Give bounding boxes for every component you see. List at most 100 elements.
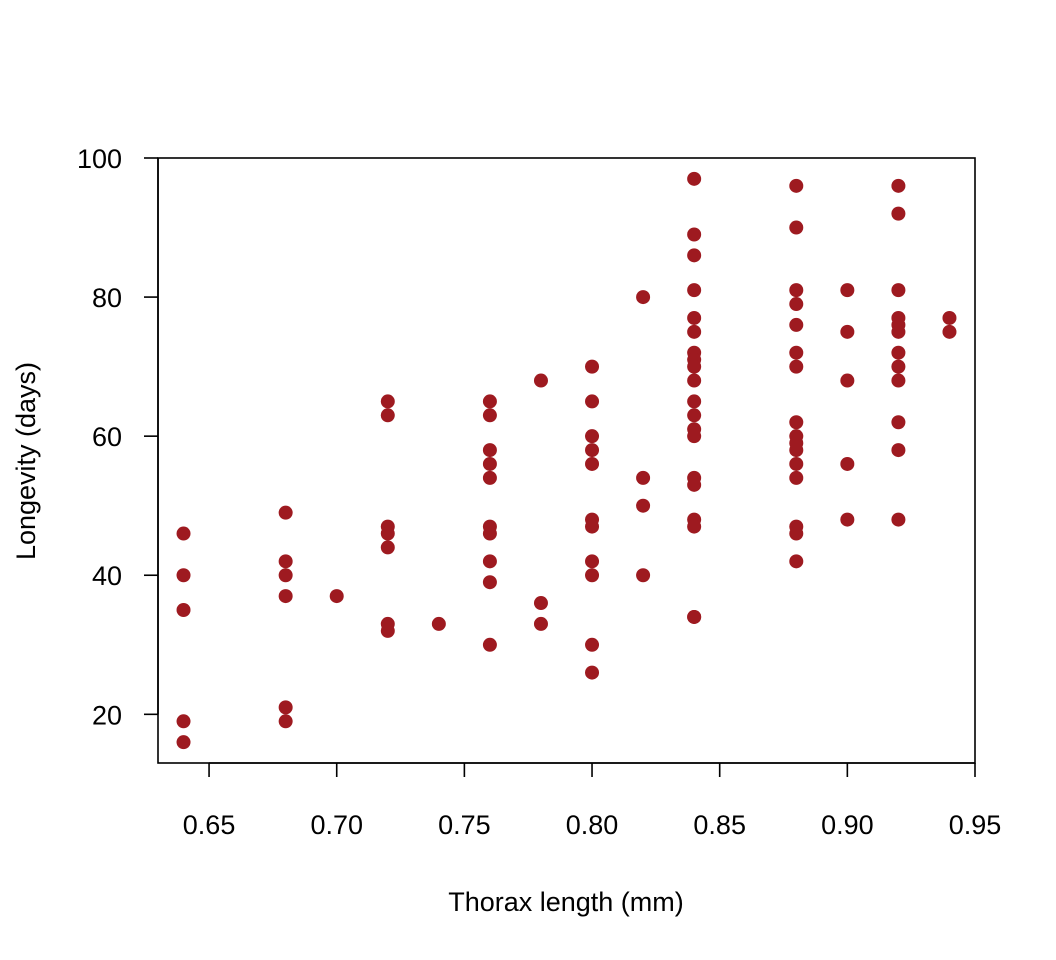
data-point — [431, 616, 446, 631]
data-point — [942, 324, 957, 339]
data-point — [891, 324, 906, 339]
data-point — [533, 373, 548, 388]
data-point — [687, 310, 702, 325]
data-point — [891, 512, 906, 527]
data-point — [687, 171, 702, 186]
data-point — [482, 408, 497, 423]
data-point — [891, 373, 906, 388]
data-point — [840, 512, 855, 527]
y-tick-label: 20 — [92, 700, 122, 730]
x-axis: 0.65 0.70 0.75 0.80 0.85 0.90 0.95 — [183, 762, 1002, 840]
data-point — [942, 310, 957, 325]
y-tick-label: 100 — [77, 144, 122, 174]
x-tick-label: 0.75 — [438, 810, 491, 840]
data-point — [789, 178, 804, 193]
data-point — [278, 554, 293, 569]
data-point — [482, 443, 497, 458]
data-point — [891, 415, 906, 430]
data-point — [636, 568, 651, 583]
data-point — [687, 373, 702, 388]
data-point — [380, 526, 395, 541]
data-point — [891, 178, 906, 193]
data-point — [789, 359, 804, 374]
data-point — [789, 443, 804, 458]
data-point — [789, 456, 804, 471]
data-point — [585, 637, 600, 652]
data-point — [482, 526, 497, 541]
x-axis-title: Thorax length (mm) — [448, 887, 684, 917]
data-point — [789, 470, 804, 485]
data-points — [176, 171, 957, 750]
data-point — [789, 283, 804, 298]
data-point — [585, 554, 600, 569]
data-point — [789, 297, 804, 312]
data-point — [278, 700, 293, 715]
data-point — [585, 443, 600, 458]
data-point — [687, 248, 702, 263]
data-point — [176, 735, 191, 750]
data-point — [278, 589, 293, 604]
y-tick-label: 40 — [92, 561, 122, 591]
data-point — [482, 554, 497, 569]
data-point — [687, 359, 702, 374]
data-point — [585, 568, 600, 583]
data-point — [278, 505, 293, 520]
data-point — [176, 714, 191, 729]
data-point — [789, 554, 804, 569]
data-point — [687, 227, 702, 242]
data-point — [789, 317, 804, 332]
data-point — [687, 519, 702, 534]
data-point — [482, 637, 497, 652]
data-point — [380, 623, 395, 638]
x-tick-label: 0.65 — [183, 810, 236, 840]
data-point — [687, 408, 702, 423]
y-axis: 20 40 60 80 100 — [77, 144, 159, 730]
data-point — [278, 714, 293, 729]
data-point — [636, 470, 651, 485]
data-point — [585, 429, 600, 444]
data-point — [891, 359, 906, 374]
data-point — [585, 456, 600, 471]
data-point — [789, 345, 804, 360]
data-point — [176, 568, 191, 583]
data-point — [380, 408, 395, 423]
data-point — [687, 429, 702, 444]
data-point — [891, 206, 906, 221]
x-tick-label: 0.85 — [693, 810, 746, 840]
data-point — [329, 589, 344, 604]
data-point — [687, 324, 702, 339]
data-point — [840, 283, 855, 298]
data-point — [636, 498, 651, 513]
data-point — [533, 596, 548, 611]
data-point — [176, 526, 191, 541]
data-point — [380, 540, 395, 555]
y-axis-title: Longevity (days) — [11, 362, 41, 560]
data-point — [891, 283, 906, 298]
data-point — [176, 603, 191, 618]
data-point — [585, 359, 600, 374]
data-point — [482, 575, 497, 590]
x-tick-label: 0.70 — [310, 810, 363, 840]
data-point — [891, 345, 906, 360]
data-point — [789, 220, 804, 235]
data-point — [687, 394, 702, 409]
data-point — [891, 443, 906, 458]
data-point — [789, 415, 804, 430]
data-point — [380, 394, 395, 409]
data-point — [482, 394, 497, 409]
data-point — [840, 373, 855, 388]
data-point — [278, 568, 293, 583]
data-point — [789, 526, 804, 541]
data-point — [840, 324, 855, 339]
y-tick-label: 60 — [92, 422, 122, 452]
data-point — [533, 616, 548, 631]
data-point — [687, 477, 702, 492]
data-point — [482, 470, 497, 485]
x-tick-label: 0.80 — [566, 810, 619, 840]
data-point — [636, 290, 651, 305]
y-tick-label: 80 — [92, 283, 122, 313]
data-point — [482, 456, 497, 471]
data-point — [687, 283, 702, 298]
x-tick-label: 0.95 — [949, 810, 1002, 840]
